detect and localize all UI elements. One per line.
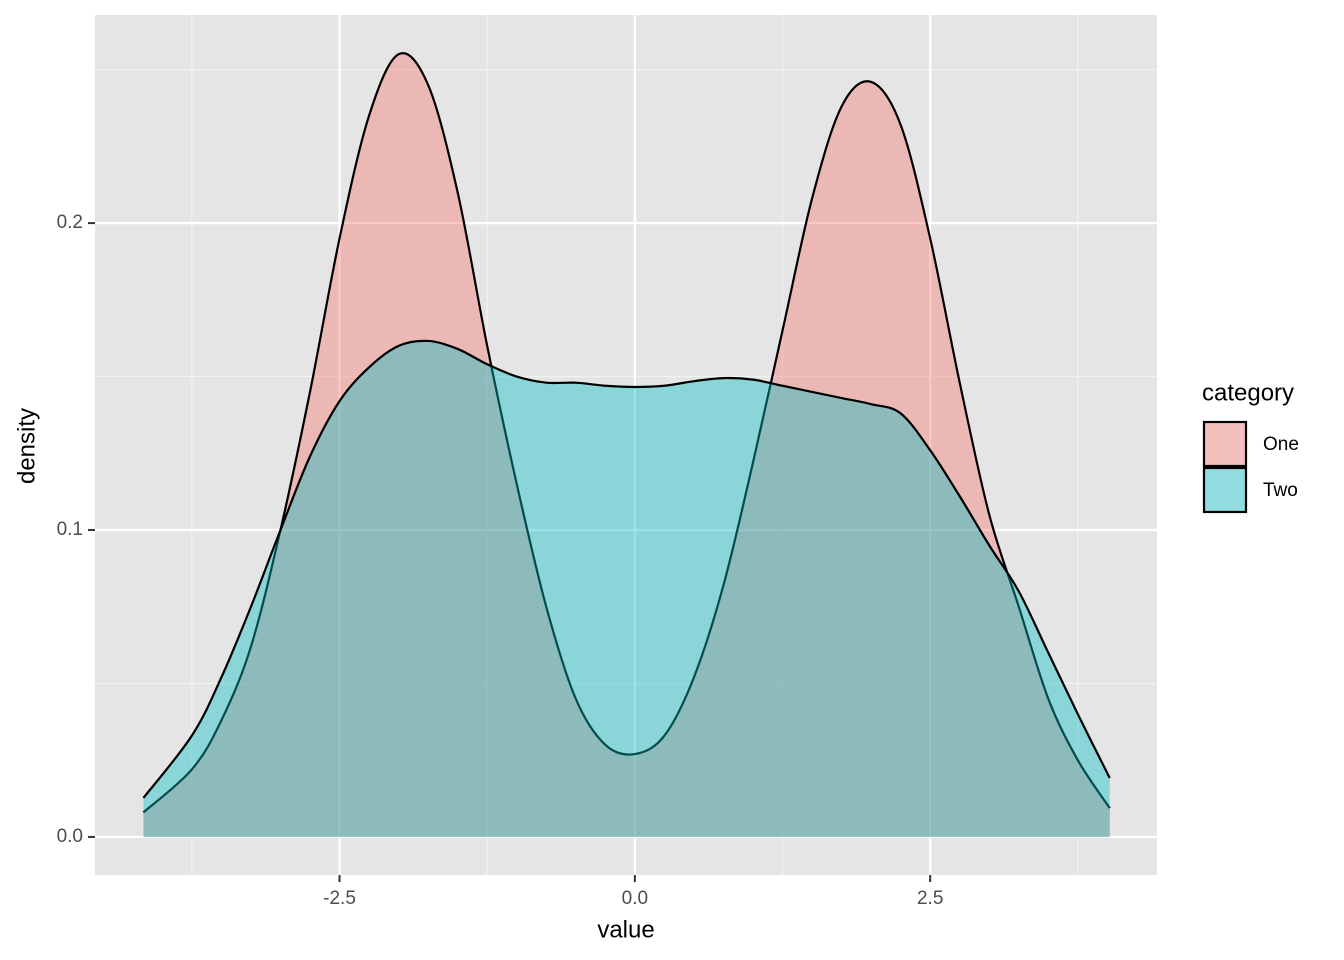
density-line bbox=[142, 339, 1111, 799]
x-axis-title: value bbox=[597, 916, 654, 943]
panel bbox=[95, 15, 1157, 875]
y-tick-label: 0.0 bbox=[57, 826, 83, 847]
y-axis-title: density bbox=[13, 408, 40, 484]
legend-label: One bbox=[1263, 434, 1299, 455]
density-area bbox=[143, 340, 1110, 837]
y-tick-label: 0.2 bbox=[57, 212, 83, 233]
x-tick-label: 0.0 bbox=[622, 888, 648, 909]
x-tick-label: 2.5 bbox=[917, 888, 943, 909]
density-line bbox=[142, 52, 1111, 814]
legend-key-bg bbox=[1204, 468, 1246, 512]
legend-title: category bbox=[1202, 379, 1294, 406]
density-area bbox=[143, 53, 1110, 837]
legend-key bbox=[1202, 420, 1248, 468]
legend-key-bg bbox=[1204, 422, 1246, 466]
x-tick-label: -2.5 bbox=[323, 888, 356, 909]
legend-label: Two bbox=[1263, 480, 1298, 501]
y-tick-label: 0.1 bbox=[57, 519, 83, 540]
legend-key bbox=[1202, 466, 1248, 514]
